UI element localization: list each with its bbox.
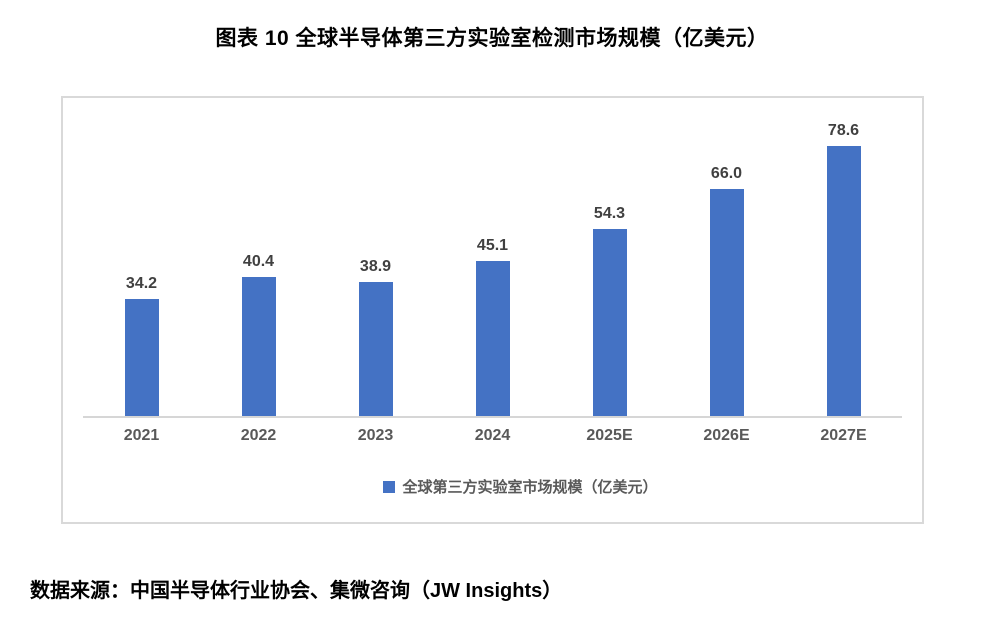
chart-title: 图表 10 全球半导体第三方实验室检测市场规模（亿美元） bbox=[215, 27, 769, 50]
x-axis-tick-label: 2025E bbox=[586, 427, 633, 444]
bar-value-label: 45.1 bbox=[476, 237, 509, 254]
bar-column-2027E: 78.6 bbox=[785, 122, 902, 416]
bar-column-2021: 34.2 bbox=[83, 275, 200, 416]
bar-value-label: 34.2 bbox=[125, 275, 158, 292]
bar bbox=[709, 189, 744, 416]
bar-column-2024: 45.1 bbox=[434, 237, 551, 416]
bar-value-label: 78.6 bbox=[827, 122, 860, 139]
bar-value-label: 40.4 bbox=[242, 253, 275, 270]
x-axis-tick-label: 2022 bbox=[240, 427, 277, 444]
x-axis-labels: 2021 2022 2023 2024 2025E 2026E 2027E bbox=[83, 427, 902, 445]
x-axis-tick-label: 2024 bbox=[474, 427, 511, 444]
x-axis-tick-label: 2026E bbox=[703, 427, 750, 444]
bar-column-2026E: 66.0 bbox=[668, 165, 785, 416]
data-source-note: 数据来源：中国半导体行业协会、集微咨询（JW Insights） bbox=[30, 580, 563, 602]
bar bbox=[475, 261, 510, 416]
chart-panel: 34.2 40.4 38.9 45.1 54.3 66.0 78.6 2021 2022 202… bbox=[61, 96, 924, 524]
bar-value-label: 66.0 bbox=[710, 165, 743, 182]
x-axis-tick-label: 2027E bbox=[820, 427, 867, 444]
bar bbox=[592, 229, 627, 416]
bar-column-2025E: 54.3 bbox=[551, 205, 668, 416]
bar bbox=[124, 299, 159, 416]
bars-row: 34.2 40.4 38.9 45.1 54.3 66.0 78.6 bbox=[83, 98, 902, 416]
legend: 全球第三方实验室市场规模（亿美元） bbox=[91, 476, 950, 497]
bar bbox=[826, 146, 861, 416]
bar bbox=[358, 282, 393, 416]
bar-column-2023: 38.9 bbox=[317, 258, 434, 416]
bar-column-2022: 40.4 bbox=[200, 253, 317, 416]
x-axis-tick-label: 2023 bbox=[357, 427, 394, 444]
plot-area: 34.2 40.4 38.9 45.1 54.3 66.0 78.6 bbox=[83, 98, 902, 418]
legend-marker-icon bbox=[383, 480, 396, 493]
bar bbox=[241, 277, 276, 416]
bar-value-label: 38.9 bbox=[359, 258, 392, 275]
x-axis-tick-label: 2021 bbox=[123, 427, 160, 444]
legend-label: 全球第三方实验室市场规模（亿美元） bbox=[402, 479, 658, 496]
bar-value-label: 54.3 bbox=[593, 205, 626, 222]
